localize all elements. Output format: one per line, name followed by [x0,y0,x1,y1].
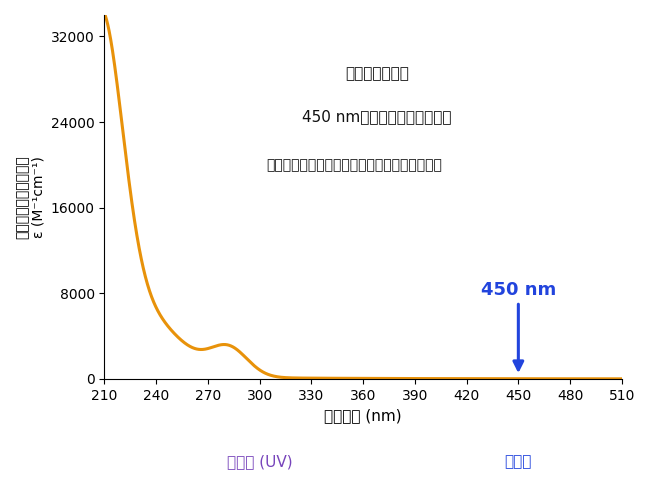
Text: 謎：なぜ吸収しない光で反応が進行するのか？: 謎：なぜ吸収しない光で反応が進行するのか？ [266,158,443,172]
Text: 紫外線 (UV): 紫外線 (UV) [227,454,292,469]
Text: 450 nm: 450 nm [481,281,556,370]
Y-axis label: 分子の光の吸収度合い
ε (M⁻¹cm⁻¹): 分子の光の吸収度合い ε (M⁻¹cm⁻¹) [15,155,46,239]
X-axis label: 光の波長 (nm): 光の波長 (nm) [324,408,402,423]
Text: 可視光: 可視光 [504,454,532,469]
Text: 450 nmの光で反応が進行する: 450 nmの光で反応が進行する [302,109,452,124]
Text: ヨウ素含有分子: ヨウ素含有分子 [345,67,409,81]
